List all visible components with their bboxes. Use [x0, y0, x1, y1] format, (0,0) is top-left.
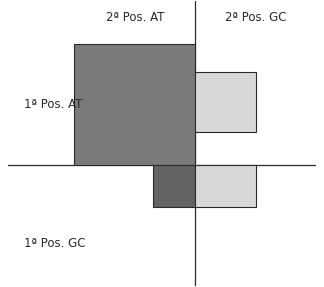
Text: 1ª Pos. AT: 1ª Pos. AT — [24, 98, 82, 111]
Text: 2ª Pos. AT: 2ª Pos. AT — [106, 11, 164, 24]
Text: 1ª Pos. GC: 1ª Pos. GC — [24, 237, 85, 250]
Text: 2ª Pos. GC: 2ª Pos. GC — [225, 11, 286, 24]
Bar — [153, 165, 195, 207]
Bar — [195, 165, 256, 207]
Bar — [74, 44, 195, 165]
Bar — [195, 71, 256, 132]
